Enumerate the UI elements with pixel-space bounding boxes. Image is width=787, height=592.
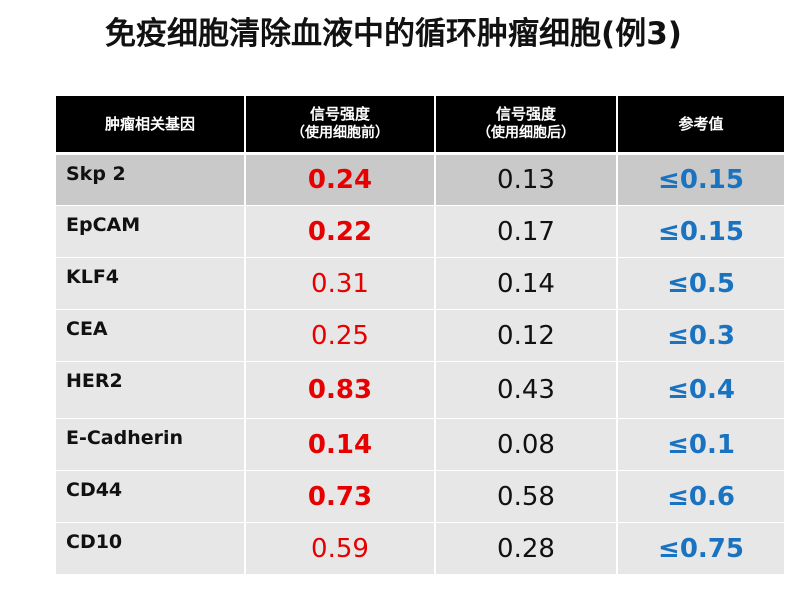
header-before-line1: 信号强度 bbox=[309, 105, 370, 123]
reference-value: ≤0.5 bbox=[618, 258, 784, 309]
signal-before: 0.25 bbox=[246, 310, 434, 361]
reference-value: ≤0.15 bbox=[618, 206, 784, 257]
header-before-line2: （使用细胞前） bbox=[291, 125, 389, 141]
header-reference-label: 参考值 bbox=[678, 114, 724, 133]
signal-after: 0.28 bbox=[436, 523, 616, 574]
signal-after: 0.08 bbox=[436, 419, 616, 470]
reference-value: ≤0.15 bbox=[618, 155, 784, 205]
gene-name: CD10 bbox=[56, 523, 244, 574]
reference-value: ≤0.3 bbox=[618, 310, 784, 361]
header-reference: 参考值 bbox=[618, 96, 784, 152]
gene-name: CEA bbox=[56, 310, 244, 361]
signal-before: 0.31 bbox=[246, 258, 434, 309]
signal-before: 0.83 bbox=[246, 362, 434, 418]
signal-before: 0.73 bbox=[246, 471, 434, 522]
signal-after: 0.17 bbox=[436, 206, 616, 257]
signal-after: 0.12 bbox=[436, 310, 616, 361]
signal-before: 0.24 bbox=[246, 155, 434, 205]
signal-before: 0.59 bbox=[246, 523, 434, 574]
signal-after: 0.58 bbox=[436, 471, 616, 522]
gene-signal-table: 肿瘤相关基因 信号强度 （使用细胞前） 信号强度 （使用细胞后） 参考值 Skp… bbox=[56, 96, 784, 574]
signal-after: 0.13 bbox=[436, 155, 616, 205]
gene-name: E-Cadherin bbox=[56, 419, 244, 470]
gene-name: Skp 2 bbox=[56, 155, 244, 205]
signal-before: 0.14 bbox=[246, 419, 434, 470]
signal-before: 0.22 bbox=[246, 206, 434, 257]
gene-name: HER2 bbox=[56, 362, 244, 418]
reference-value: ≤0.1 bbox=[618, 419, 784, 470]
gene-name: KLF4 bbox=[56, 258, 244, 309]
signal-after: 0.14 bbox=[436, 258, 616, 309]
header-after-line1: 信号强度 bbox=[495, 105, 556, 123]
header-after-line2: （使用细胞后） bbox=[477, 125, 575, 141]
gene-name: CD44 bbox=[56, 471, 244, 522]
signal-after: 0.43 bbox=[436, 362, 616, 418]
header-gene-label: 肿瘤相关基因 bbox=[104, 114, 195, 133]
page-title: 免疫细胞清除血液中的循环肿瘤细胞(例3) bbox=[105, 16, 682, 52]
header-before: 信号强度 （使用细胞前） bbox=[246, 96, 434, 152]
header-gene: 肿瘤相关基因 bbox=[56, 96, 244, 152]
reference-value: ≤0.6 bbox=[618, 471, 784, 522]
reference-value: ≤0.75 bbox=[618, 523, 784, 574]
gene-name: EpCAM bbox=[56, 206, 244, 257]
header-after: 信号强度 （使用细胞后） bbox=[436, 96, 616, 152]
reference-value: ≤0.4 bbox=[618, 362, 784, 418]
